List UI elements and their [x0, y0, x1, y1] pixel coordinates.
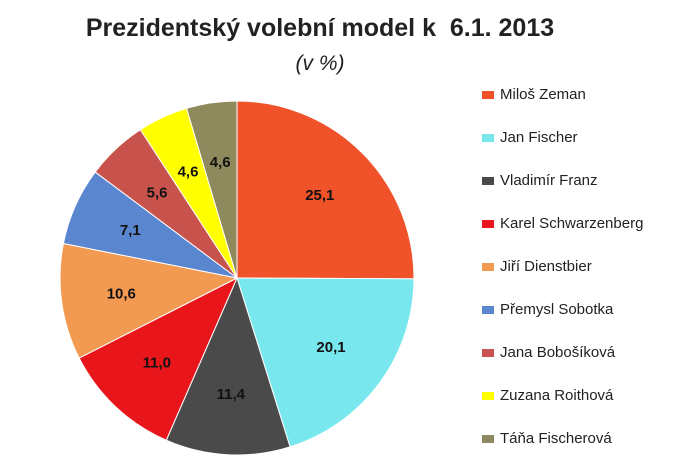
pie-slice-milos-zeman	[236, 100, 415, 280]
slice-value-label-premysl-sobotka: 7,1	[120, 222, 141, 239]
slice-value-label-jiri-dienstbier: 10,6	[107, 285, 136, 302]
legend-item-milos-zeman: Miloš Zeman	[482, 73, 643, 116]
legend-item-vladimir-franz: Vladimír Franz	[482, 159, 643, 202]
slice-value-label-jana-bobosikova: 5,6	[147, 184, 168, 201]
slice-value-label-milos-zeman: 25,1	[305, 187, 334, 204]
legend-swatch	[482, 391, 494, 400]
slice-value-label-zuzana-roithova: 4,6	[178, 164, 199, 181]
legend-label: Táňa Fischerová	[500, 430, 612, 447]
legend-label: Jiří Dienstbier	[500, 258, 592, 275]
pie-slice-karel-schwarzenberg	[78, 276, 239, 441]
pie-slice-jan-fischer	[236, 277, 415, 448]
legend-swatch	[482, 305, 494, 314]
pie-slice-tana-fischerova	[185, 100, 238, 279]
legend-swatch	[482, 434, 494, 443]
pie-chart: 25,1 20,1 11,4 11,0 10,6 7,1 5,6 4,6 4,6	[59, 100, 415, 456]
legend-item-zuzana-roithova: Zuzana Roithová	[482, 374, 643, 417]
legend-label: Jan Fischer	[500, 129, 578, 146]
legend-item-jana-bobosikova: Jana Bobošíková	[482, 331, 643, 374]
slice-value-label-karel-schwarzenberg: 11,0	[143, 355, 171, 372]
pie-slice-vladimir-franz	[165, 276, 291, 456]
legend-item-jan-fischer: Jan Fischer	[482, 116, 643, 159]
legend: Miloš Zeman Jan Fischer Vladimír Franz Kare…	[482, 73, 643, 460]
legend-swatch	[482, 133, 494, 142]
legend-item-jiri-dienstbier: Jiří Dienstbier	[482, 245, 643, 288]
chart-title: Prezidentský volební model k 6.1. 2013	[85, 14, 555, 42]
legend-swatch	[482, 219, 494, 228]
legend-label: Karel Schwarzenberg	[500, 215, 644, 232]
legend-swatch	[482, 90, 494, 99]
legend-label: Přemysl Sobotka	[500, 301, 614, 318]
legend-swatch	[482, 348, 494, 357]
legend-label: Zuzana Roithová	[500, 387, 614, 404]
legend-label: Miloš Zeman	[500, 86, 586, 103]
slice-value-label-vladimir-franz: 11,4	[217, 386, 246, 403]
chart-subtitle: (v %)	[295, 52, 345, 75]
legend-swatch	[482, 176, 494, 185]
legend-item-tana-fischerova: Táňa Fischerová	[482, 417, 643, 460]
legend-item-karel-schwarzenberg: Karel Schwarzenberg	[482, 202, 643, 245]
slice-value-label-tana-fischerova: 4,6	[210, 154, 231, 171]
pie-slice-jiri-dienstbier	[59, 242, 239, 359]
legend-label: Jana Bobošíková	[500, 344, 616, 361]
legend-label: Vladimír Franz	[500, 172, 598, 189]
legend-swatch	[482, 262, 494, 271]
slice-value-label-jan-fischer: 20,1	[316, 339, 345, 356]
legend-item-premysl-sobotka: Přemysl Sobotka	[482, 288, 643, 331]
